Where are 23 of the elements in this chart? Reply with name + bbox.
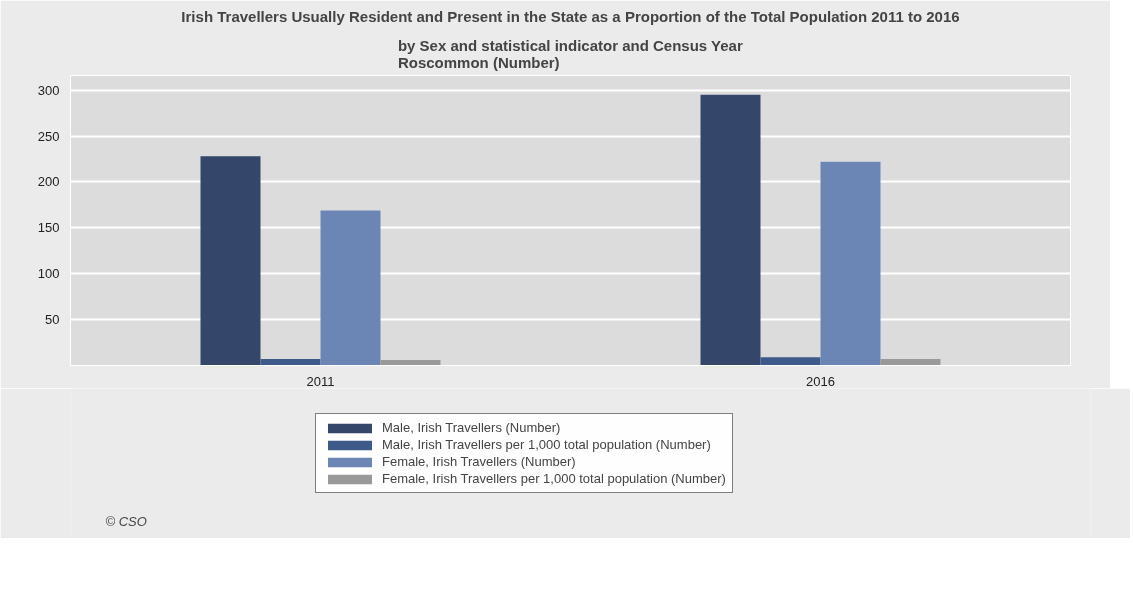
text: © CSO bbox=[105, 513, 147, 529]
y-tick-label: 50 bbox=[45, 312, 60, 328]
bar bbox=[820, 161, 881, 366]
x-tick-label: 2011 bbox=[306, 373, 335, 389]
bar bbox=[700, 94, 761, 366]
y-tick-label: 200 bbox=[37, 174, 60, 190]
bar bbox=[260, 359, 321, 366]
chart-title: Irish Travellers Usually Resident and Present in the State as a Proportion of the Total Population 2011 to 2016 bbox=[181, 7, 960, 25]
y-tick-label: 150 bbox=[37, 220, 60, 236]
legend-label: Male, Irish Travellers per 1,000 total population (Number) bbox=[382, 437, 711, 452]
legend-label: Female, Irish Travellers (Number) bbox=[382, 454, 576, 469]
chart-subtitle: by Sex and statistical indicator and Census Year Roscommon (Number) bbox=[397, 36, 743, 71]
bar bbox=[320, 210, 381, 366]
bar bbox=[880, 359, 941, 366]
x-tick-label: 2016 bbox=[806, 373, 835, 389]
y-tick-label: 250 bbox=[37, 128, 60, 144]
bar bbox=[760, 357, 821, 366]
bar bbox=[200, 156, 261, 366]
y-tick-label: 100 bbox=[37, 266, 60, 282]
legend-label: Female, Irish Travellers per 1,000 total population (Number) bbox=[382, 471, 726, 486]
legend-label: Male, Irish Travellers (Number) bbox=[382, 420, 561, 435]
y-tick-label: 300 bbox=[37, 82, 60, 98]
bar bbox=[380, 359, 441, 366]
